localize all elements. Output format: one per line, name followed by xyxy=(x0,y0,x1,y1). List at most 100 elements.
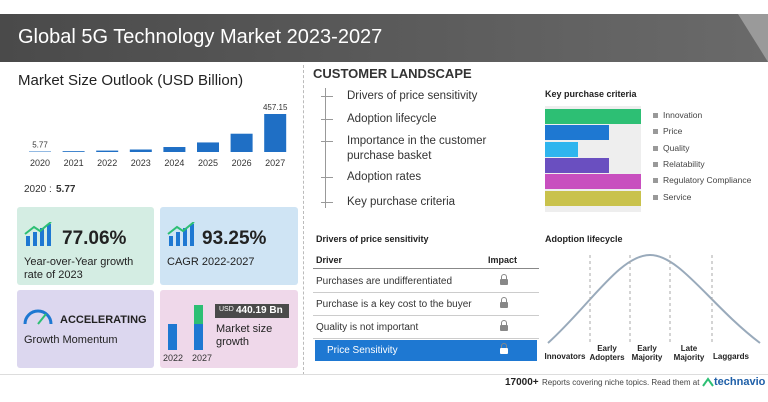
base-value: 5.77 xyxy=(56,184,76,195)
list-tick xyxy=(321,202,333,203)
mini-label: 2027 xyxy=(192,353,213,363)
list-item: Importance in the customer purchase bask… xyxy=(347,135,487,162)
bar xyxy=(264,114,287,152)
legend-label: Quality xyxy=(663,142,690,153)
chart: 2020 5.77 2021 2022 2023 2024 2025 2026 2027 457.… xyxy=(29,103,288,168)
bar xyxy=(62,151,85,152)
header-accent xyxy=(738,14,768,62)
stage-label: Innovators xyxy=(544,352,586,361)
bell-curve xyxy=(547,253,761,345)
legend-label: Relatability xyxy=(663,158,705,169)
x-tick-label: 2024 xyxy=(164,158,184,168)
footer-line xyxy=(0,374,768,375)
legend-swatch xyxy=(653,161,658,167)
value-label: 457.15 xyxy=(263,103,288,112)
bar xyxy=(197,142,219,152)
icon xyxy=(167,222,195,246)
value-label: 5.77 xyxy=(32,141,48,150)
column-header: Driver xyxy=(316,255,343,265)
list-tick xyxy=(321,141,333,142)
section-title: CUSTOMER LANDSCAPE xyxy=(313,66,472,81)
table-cell: Purchases are undifferentiated xyxy=(316,276,453,287)
legend-label: Price xyxy=(663,126,683,137)
x-tick-label: 2021 xyxy=(64,158,84,168)
icon xyxy=(23,309,53,325)
tile-label: Growth Momentum xyxy=(24,334,118,346)
list-item: Adoption rates xyxy=(347,171,422,183)
list-tick xyxy=(321,177,333,178)
table-cell: Quality is not important xyxy=(316,322,419,333)
table-cell: Price Sensitivity xyxy=(327,345,398,356)
page-title: Global 5G Technology Market 2023-2027 xyxy=(18,26,383,48)
legend-label: Regulatory Compliance xyxy=(663,175,752,186)
unit: USD xyxy=(219,306,234,313)
tile-label: CAGR 2022-2027 xyxy=(167,256,255,268)
list-tick xyxy=(321,96,333,97)
mini-bar xyxy=(194,305,203,324)
tile xyxy=(17,207,154,285)
column-header: Impact xyxy=(488,255,518,265)
table-cell: Purchase is a key cost to the buyer xyxy=(316,299,472,310)
legend-swatch xyxy=(653,145,658,151)
x-tick-label: 2027 xyxy=(265,158,285,168)
legend-swatch xyxy=(653,129,658,135)
tile-label: Market size growth xyxy=(216,323,273,348)
kpc-bar xyxy=(545,157,610,173)
highlight-row xyxy=(315,340,537,361)
row-line xyxy=(313,268,539,269)
kpc-bar xyxy=(545,125,610,141)
brand-icon xyxy=(702,377,714,387)
tile-label: Year-over-Year growth rate of 2023 xyxy=(24,256,134,281)
lock-icon xyxy=(500,320,508,331)
row-line xyxy=(313,338,539,339)
chart-title: Market Size Outlook (USD Billion) xyxy=(18,72,244,89)
x-tick-label: 2026 xyxy=(232,158,252,168)
stage-label: Laggards xyxy=(712,352,749,361)
list-item: Adoption lifecycle xyxy=(347,113,437,125)
icon xyxy=(24,222,52,246)
row-line xyxy=(313,292,539,293)
tile xyxy=(17,290,154,368)
tile xyxy=(160,290,298,368)
lock-icon xyxy=(500,297,508,308)
tile-value: 77.06% xyxy=(62,228,127,249)
x-tick-label: 2022 xyxy=(97,158,117,168)
kpc-bar xyxy=(545,141,578,157)
x-tick-label: 2025 xyxy=(198,158,218,168)
adoption-title: Adoption lifecycle xyxy=(545,234,623,244)
legend-label: Service xyxy=(663,191,692,202)
kpc-bar xyxy=(545,174,641,190)
lock-icon xyxy=(500,274,508,285)
stage-label: Late Majority xyxy=(673,344,705,362)
footer-count: 17000+ xyxy=(505,377,539,388)
tile-value: 93.25% xyxy=(202,228,267,249)
legend-swatch xyxy=(653,178,658,184)
tile-value: 440.19 Bn xyxy=(236,305,283,316)
mini-bar xyxy=(168,324,177,350)
bar xyxy=(96,150,119,152)
list-line xyxy=(325,88,326,208)
footer-text: Reports covering niche topics. Read them… xyxy=(542,378,700,387)
kpc-bar xyxy=(545,109,641,124)
bar xyxy=(129,149,152,152)
mini-bar xyxy=(194,324,203,350)
legend-label: Innovation xyxy=(663,110,703,120)
bar xyxy=(230,133,253,152)
legend-swatch xyxy=(653,194,658,200)
kpc-title: Key purchase criteria xyxy=(545,89,637,99)
x-tick-label: 2020 xyxy=(30,158,50,168)
divider xyxy=(303,65,304,375)
legend-swatch xyxy=(653,113,658,118)
row-line xyxy=(313,315,539,316)
stage-label: Early Adopters xyxy=(589,344,625,362)
x-tick-label: 2023 xyxy=(131,158,151,168)
bar xyxy=(163,147,186,152)
stage-label: Early Majority xyxy=(631,344,663,362)
header-bar xyxy=(0,14,768,62)
value-box xyxy=(215,304,289,318)
base-label: 2020 : xyxy=(24,184,52,195)
tile-value: ACCELERATING xyxy=(60,314,147,326)
brand[interactable]: technavio xyxy=(714,376,766,388)
list-item: Key purchase criteria xyxy=(347,196,456,208)
